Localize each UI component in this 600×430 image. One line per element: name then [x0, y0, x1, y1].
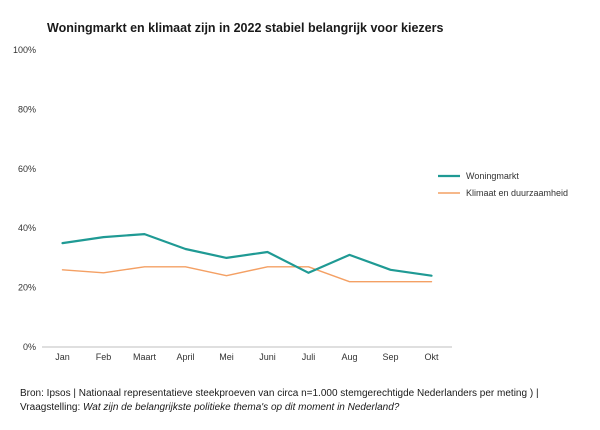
y-tick-label: 20% — [18, 283, 36, 293]
x-tick-label: Mei — [219, 352, 234, 362]
question-label: Vraagstelling: — [20, 402, 81, 413]
footnote: Bron: Ipsos | Nationaal representatieve … — [20, 387, 590, 415]
x-tick-label: Sep — [382, 352, 398, 362]
y-tick-label: 80% — [18, 104, 36, 114]
x-tick-label: Maart — [133, 352, 157, 362]
y-tick-label: 40% — [18, 223, 36, 233]
x-tick-labels: Jan Feb Maart April Mei Juni Juli Aug Sep Okt — [55, 352, 439, 362]
source-note: Bron: Ipsos | Nationaal representatieve … — [20, 388, 539, 399]
y-tick-label: 100% — [13, 45, 36, 55]
legend: Woningmarkt Klimaat en duurzaamheid — [438, 171, 568, 198]
y-tick-label: 60% — [18, 164, 36, 174]
y-tick-label: 0% — [23, 342, 36, 352]
x-tick-label: Okt — [424, 352, 439, 362]
series-line-0 — [61, 233, 433, 277]
x-tick-label: Aug — [341, 352, 357, 362]
question-note: Vraagstelling: Wat zijn de belangrijkste… — [20, 401, 590, 415]
x-tick-label: Juli — [302, 352, 316, 362]
series-line-1 — [61, 266, 433, 283]
legend-label: Woningmarkt — [466, 171, 519, 181]
chart-title: Woningmarkt en klimaat zijn in 2022 stab… — [47, 21, 444, 35]
y-tick-labels: 0% 20% 40% 60% 80% 100% — [13, 45, 36, 352]
x-tick-label: Juni — [259, 352, 276, 362]
series-lines — [61, 233, 433, 283]
x-tick-label: April — [176, 352, 194, 362]
x-tick-label: Jan — [55, 352, 70, 362]
question-text: Wat zijn de belangrijkste politieke them… — [83, 402, 400, 413]
legend-label: Klimaat en duurzaamheid — [466, 188, 568, 198]
x-tick-label: Feb — [96, 352, 112, 362]
